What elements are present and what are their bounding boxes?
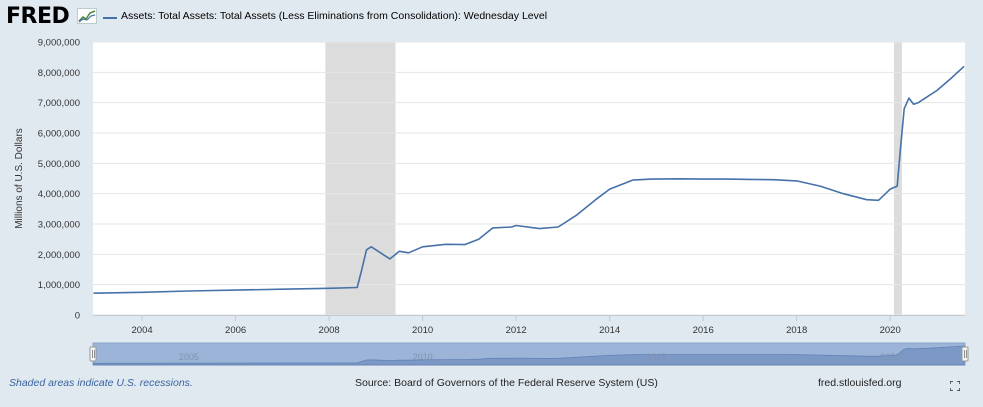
y-tick-label: 5,000,000 (38, 159, 80, 170)
legend-swatch (103, 17, 117, 19)
x-tick-label: 2006 (225, 325, 246, 336)
x-tick-label: 2008 (319, 325, 340, 336)
y-tick-label: 4,000,000 (38, 189, 80, 200)
chart-header: FRED Assets: Total Assets: Total Assets … (0, 0, 983, 36)
navigator-handle-left[interactable] (89, 346, 97, 362)
y-tick-label: 9,000,000 (38, 38, 80, 49)
x-tick-label: 2012 (506, 325, 527, 336)
navigator-tick-label: 2020 (880, 352, 900, 362)
y-tick-label: 6,000,000 (38, 129, 80, 140)
navigator-handle-right[interactable] (961, 346, 969, 362)
x-tick-label: 2018 (786, 325, 807, 336)
source-text: Source: Board of Governors of the Federa… (355, 377, 658, 389)
fullscreen-icon[interactable] (950, 381, 960, 391)
recession-note: Shaded areas indicate U.S. recessions. (9, 377, 193, 389)
legend-series-label: Assets: Total Assets: Total Assets (Less… (121, 10, 548, 22)
y-tick-label: 0 (75, 311, 80, 322)
y-tick-label: 7,000,000 (38, 98, 80, 109)
navigator-tick-label: 2015 (646, 352, 666, 362)
site-link[interactable]: fred.stlouisfed.org (818, 377, 902, 389)
plot-area (93, 42, 965, 315)
x-tick-label: 2004 (132, 325, 153, 336)
y-tick-label: 8,000,000 (38, 68, 80, 79)
chart: 0 1,000,000 2,000,000 3,000,000 4,000,000 5,0… (14, 38, 969, 366)
fred-logo-graph-icon (77, 8, 97, 24)
navigator-tick-label: 2010 (413, 352, 433, 362)
x-tick-label: 2016 (693, 325, 714, 336)
y-tick-label: 2,000,000 (38, 250, 80, 261)
y-tick-label: 3,000,000 (38, 220, 80, 231)
series-line (93, 65, 965, 294)
x-tick-label: 2014 (599, 325, 620, 336)
navigator-tick-label: 2005 (179, 352, 199, 362)
recession-band (325, 42, 396, 315)
fred-logo[interactable]: FRED (6, 4, 70, 29)
navigator-series-area (93, 345, 965, 366)
y-tick-label: 1,000,000 (38, 280, 80, 291)
y-axis-title: Millions of U.S. Dollars (14, 128, 25, 229)
x-tick-label: 2020 (880, 325, 901, 336)
x-tick-label: 2010 (412, 325, 433, 336)
